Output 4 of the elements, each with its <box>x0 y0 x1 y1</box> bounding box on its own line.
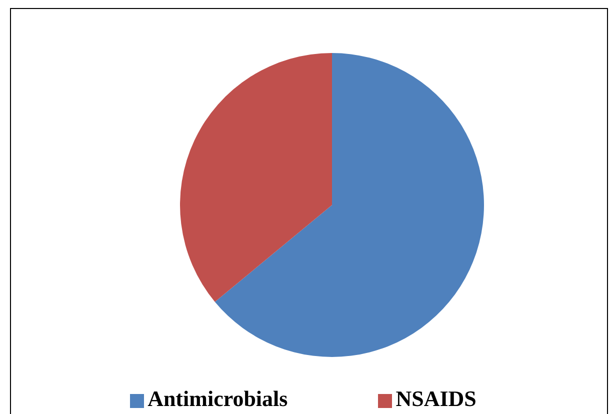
legend-label: NSAIDS <box>396 386 476 411</box>
legend-label: Antimicrobials <box>148 386 288 411</box>
pie-slice <box>214 53 484 357</box>
pie-slice <box>180 53 332 302</box>
